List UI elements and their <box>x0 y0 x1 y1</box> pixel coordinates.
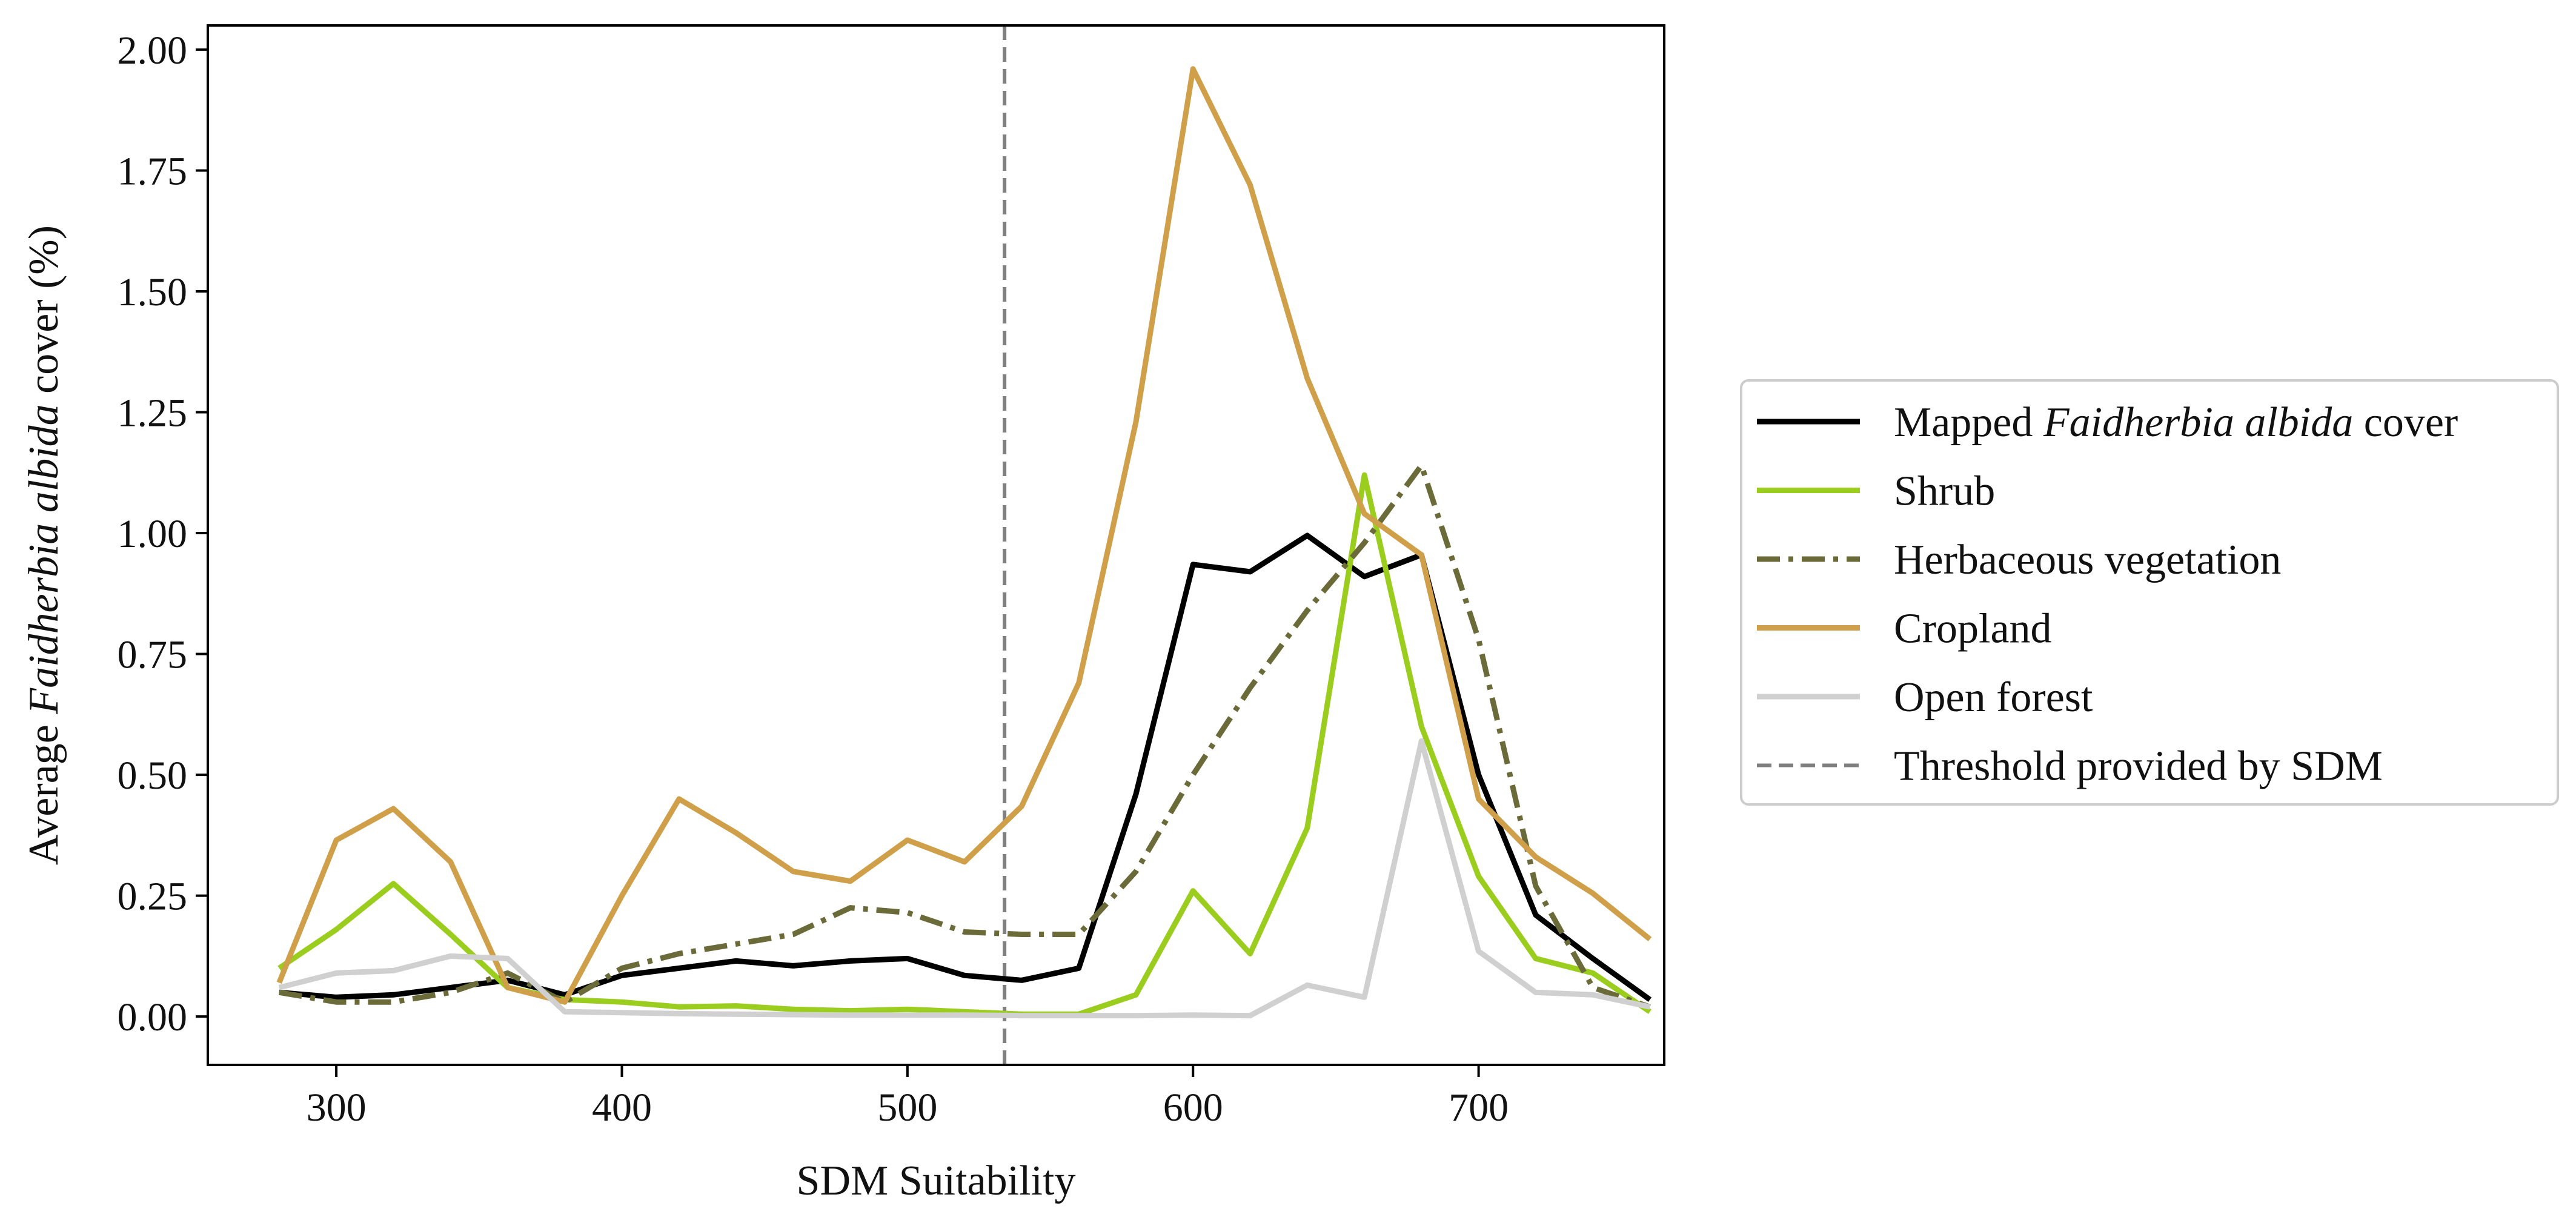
plot-area: 300 400 500 600 700 0.00 0.25 0.50 0.75 1.00 1.25 1… <box>21 24 1665 1204</box>
legend-label-part: Cropland <box>1894 606 2052 652</box>
x-tick-label: 300 <box>307 1085 367 1130</box>
legend-label-part: Open forest <box>1894 674 2093 721</box>
x-tick-label: 600 <box>1163 1085 1223 1130</box>
x-tick-label: 700 <box>1449 1085 1509 1130</box>
legend-label-part: Shrub <box>1894 468 1995 515</box>
legend-label-part: cover <box>2353 399 2458 446</box>
y-tick-label: 1.00 <box>118 512 188 556</box>
legend-label-cropland: Cropland <box>1894 606 2052 652</box>
y-axis-label-part: Faidherbia albida <box>21 404 67 714</box>
legend-label-part: Faidherbia albida <box>2043 399 2353 446</box>
y-tick-label: 0.25 <box>118 875 188 919</box>
legend-label-part: Mapped <box>1894 399 2043 446</box>
y-tick-label: 2.00 <box>118 28 188 73</box>
legend-label-open-forest: Open forest <box>1894 674 2093 721</box>
series-line-open-forest <box>278 738 1651 1019</box>
y-axis-label-part: Average <box>21 714 67 865</box>
y-tick-label: 1.50 <box>118 270 188 314</box>
x-tick-label: 500 <box>877 1085 937 1130</box>
series-line-cropland <box>276 66 1652 1005</box>
legend-label-part: Threshold provided by SDM <box>1894 743 2383 790</box>
legend-label-mapped-faidherbia-albida-cover: Mapped Faidherbia albida cover <box>1894 399 2458 446</box>
legend: Mapped Faidherbia albida cover Shrub Herba… <box>1740 379 2559 806</box>
legend-label-shrub: Shrub <box>1894 468 1995 515</box>
series-group <box>276 66 1652 1019</box>
x-axis-label: SDM Suitability <box>797 1158 1076 1204</box>
legend-label-herbaceous-vegetation: Herbaceous vegetation <box>1894 537 2281 583</box>
legend-label-threshold-provided-by-sdm: Threshold provided by SDM <box>1894 743 2383 790</box>
y-tick-label: 0.75 <box>118 633 188 677</box>
x-tick-label: 400 <box>592 1085 652 1130</box>
y-tick-label: 1.75 <box>118 149 188 193</box>
legend-label-part: Herbaceous vegetation <box>1894 537 2281 583</box>
y-axis-label: Average Faidherbia albida cover (%) <box>21 225 67 865</box>
y-axis-label-part: cover (%) <box>21 225 67 404</box>
series-line-herbaceous-vegetation <box>279 462 1651 1010</box>
y-tick-label: 0.50 <box>118 754 188 798</box>
legend-box <box>1740 379 2559 806</box>
y-tick-label: 1.25 <box>118 391 188 436</box>
plot-frame <box>207 24 1665 1066</box>
y-tick-label: 0.00 <box>118 995 188 1039</box>
